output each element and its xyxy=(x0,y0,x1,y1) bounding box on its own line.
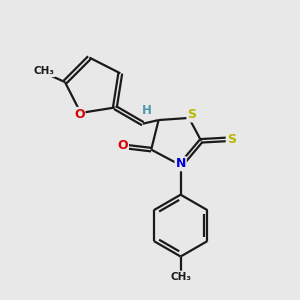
Text: O: O xyxy=(74,108,85,121)
Text: CH₃: CH₃ xyxy=(170,272,191,281)
Text: S: S xyxy=(227,133,236,146)
Text: S: S xyxy=(188,109,196,122)
Text: H: H xyxy=(142,104,152,117)
Text: N: N xyxy=(176,157,186,170)
Text: CH₃: CH₃ xyxy=(34,66,55,76)
Text: O: O xyxy=(117,139,128,152)
